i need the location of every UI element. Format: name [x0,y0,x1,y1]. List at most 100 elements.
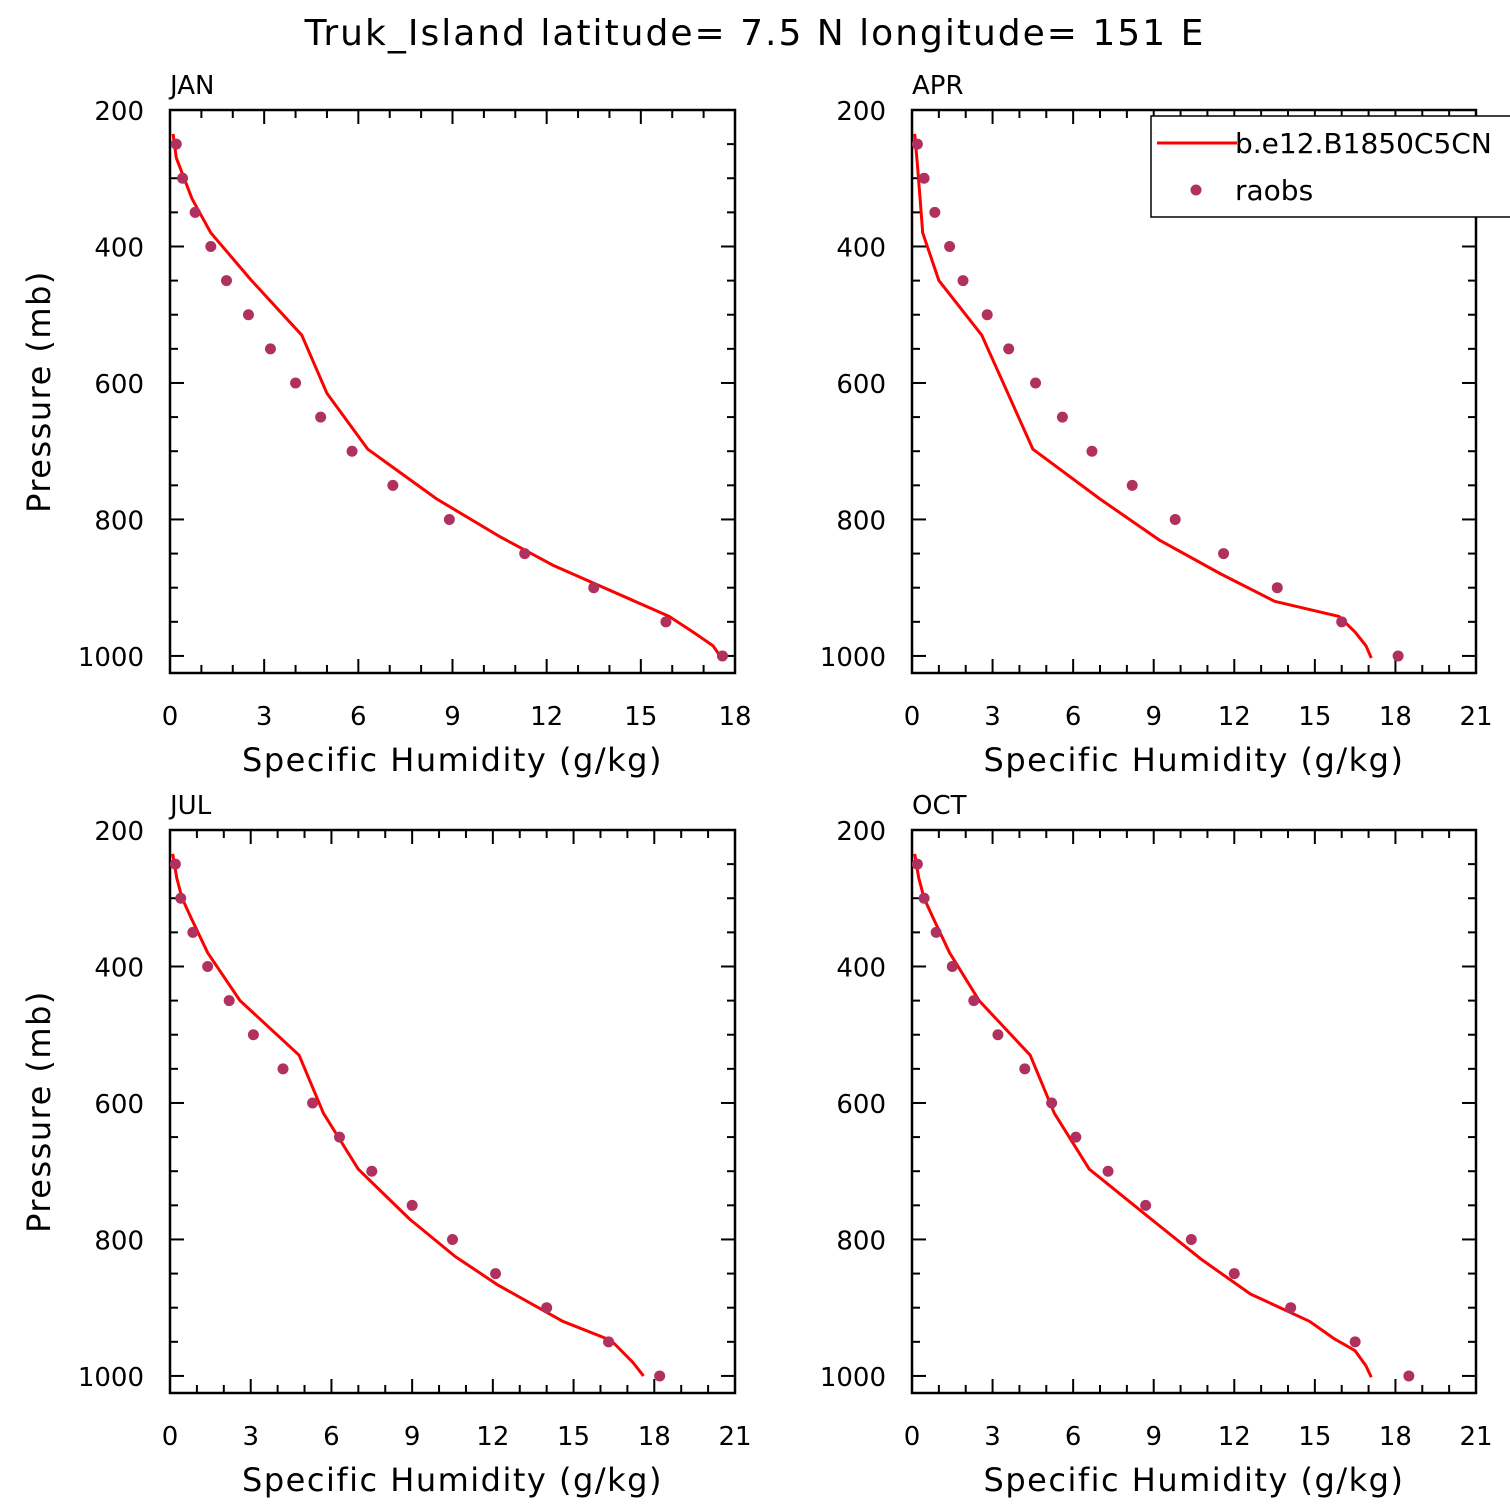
panel-jan: JAN 0 3 6 9 12 15 18 200 400 600 800 1000 Specific Hu… [20,71,752,779]
raobs-point [221,275,232,287]
legend: b.e12.B1850C5CN raobs [1150,115,1510,218]
raobs-point [946,960,958,972]
raobs-point [205,240,217,252]
raobs-point [447,1233,458,1245]
x-tick-label: 3 [256,702,273,732]
x-tick-label: 6 [1065,1422,1082,1452]
raobs-point [957,275,969,287]
raobs-point [911,138,923,150]
raobs-point [1003,343,1015,355]
x-tick-label: 12 [1218,1422,1251,1452]
raobs-point [1046,1097,1058,1109]
x-tick-label: 9 [1145,1422,1162,1452]
figure-title: Truk_Island latitude= 7.5 N longitude= 1… [304,13,1206,54]
raobs-point [1185,1233,1197,1245]
raobs-point [654,1370,666,1382]
y-tick-label: 400 [94,233,144,263]
raobs-point [519,548,531,560]
raobs-point [202,960,214,972]
raobs-point [1228,1268,1240,1280]
raobs-point [1336,616,1348,628]
raobs-point [1403,1370,1415,1382]
model-line [171,853,645,1377]
raobs-point [277,1063,289,1075]
raobs-point [334,1131,345,1143]
x-tick-label: 18 [1379,702,1412,732]
raobs-point [177,172,189,184]
y-tick-label: 200 [94,817,144,847]
raobs-point [930,926,942,938]
y-axis-title: Pressure (mb) [20,990,58,1233]
raobs-point [911,858,923,870]
x-tick-label: 12 [476,1422,509,1452]
x-tick-label: 12 [530,702,563,732]
raobs-point [307,1097,319,1109]
y-tick-label: 200 [836,97,886,127]
raobs-point [189,206,201,218]
y-tick-label: 600 [94,1090,144,1120]
x-axis-title: Specific Humidity (g/kg) [984,741,1405,779]
raobs-point [1169,513,1181,525]
raobs-point [315,411,327,423]
model-line [913,133,1373,659]
x-tick-label: 0 [904,1422,921,1452]
raobs-point [918,892,930,904]
y-tick-label: 1000 [78,1363,144,1393]
x-tick-label: 21 [718,1422,751,1452]
raobs-point [1019,1063,1031,1075]
x-tick-label: 0 [162,1422,179,1452]
raobs-point [1126,479,1138,491]
raobs-point [242,309,254,321]
raobs-point [918,172,930,184]
raobs-point [1102,1165,1114,1177]
panel-oct: OCT 0 3 6 9 12 15 18 21 200 400 600 800 1000 Specific … [820,791,1493,1499]
x-tick-label: 9 [404,1422,421,1452]
raobs-point [1030,377,1042,389]
y-tick-label: 800 [836,506,886,536]
y-axis-title: Pressure (mb) [20,270,58,513]
raobs-point [170,138,182,150]
x-tick-label: 6 [323,1422,340,1452]
panel-label: OCT [912,791,967,821]
x-tick-label: 18 [718,702,751,732]
raobs-point [1392,650,1404,662]
legend-obs-label: raobs [1235,174,1313,207]
raobs-point [443,513,455,525]
raobs-point [187,926,199,938]
raobs-point [1086,445,1098,457]
x-tick-label: 15 [557,1422,590,1452]
plot-frame [168,828,737,1395]
y-tick-label: 600 [836,1090,886,1120]
model-line [171,133,724,661]
raobs-point [1349,1336,1361,1348]
raobs-point [490,1268,502,1280]
raobs-point [169,858,181,870]
raobs-point [992,1029,1004,1041]
x-tick-label: 15 [624,702,657,732]
legend-model-label: b.e12.B1850C5CN [1235,127,1492,160]
y-tick-label: 400 [836,233,886,263]
legend-marker-swatch [1190,184,1202,196]
x-tick-label: 9 [444,702,461,732]
x-tick-label: 18 [1379,1422,1412,1452]
plot-frame [910,108,1478,675]
raobs-point [387,479,399,491]
raobs-point [588,582,600,594]
raobs-point [264,343,276,355]
y-tick-label: 1000 [820,1363,886,1393]
plot-frame [168,108,737,675]
legend-box [1150,115,1510,218]
y-tick-label: 400 [94,953,144,983]
x-axis-title: Specific Humidity (g/kg) [242,1461,663,1499]
plot-frame [910,828,1478,1395]
x-tick-label: 3 [984,1422,1001,1452]
y-tick-label: 800 [836,1226,886,1256]
raobs-point [1056,411,1068,423]
raobs-point [1218,548,1230,560]
raobs-point [603,1336,615,1348]
raobs-point [290,377,302,389]
raobs-point [660,616,672,628]
raobs-point [944,240,956,252]
x-tick-label: 21 [1459,1422,1492,1452]
